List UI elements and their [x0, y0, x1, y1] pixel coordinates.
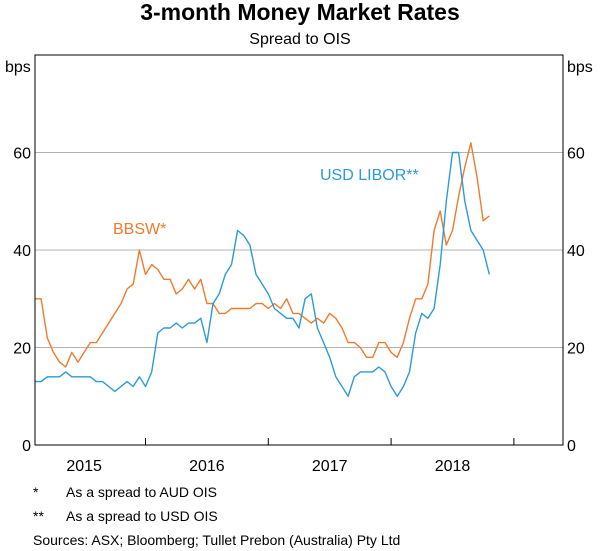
x-label-2016: 2016: [189, 458, 225, 475]
y-tick-left-60: 60: [13, 146, 31, 163]
chart-title: 3-month Money Market Rates: [140, 0, 460, 25]
bbsw-series-label: BBSW*: [113, 221, 166, 238]
x-axis-ticks: [145, 438, 515, 445]
y-tick-left-40: 40: [13, 243, 31, 260]
footnote-2-mark: **: [33, 508, 44, 524]
y-tick-right-0: 0: [567, 438, 576, 455]
series-line-bbsw: [35, 142, 490, 368]
right-axis-unit: bps: [567, 59, 593, 76]
series-line-usd-libor: [35, 151, 490, 397]
footnote-2-text: As a spread to USD OIS: [66, 508, 218, 524]
x-label-2015: 2015: [66, 458, 102, 475]
plot-frame: [34, 54, 564, 446]
gridlines: [35, 152, 563, 348]
y-axis-labels: 0 0 20 20 40 40 60 60: [13, 146, 585, 456]
series-lines: [35, 142, 490, 397]
y-tick-right-40: 40: [567, 243, 585, 260]
sources-note: Sources: ASX; Bloomberg; Tullet Prebon (…: [33, 532, 400, 548]
y-tick-left-0: 0: [22, 438, 31, 455]
x-label-2017: 2017: [312, 458, 348, 475]
left-axis-unit: bps: [5, 59, 31, 76]
chart-subtitle: Spread to OIS: [249, 31, 350, 48]
libor-series-label: USD LIBOR**: [320, 167, 419, 184]
footnote-1-mark: *: [33, 484, 39, 500]
y-tick-right-20: 20: [567, 341, 585, 358]
y-tick-right-60: 60: [567, 146, 585, 163]
x-axis-labels: 2015 2016 2017 2018: [66, 458, 470, 475]
y-tick-left-20: 20: [13, 341, 31, 358]
footnote-1-text: As a spread to AUD OIS: [66, 484, 217, 500]
x-label-2018: 2018: [435, 458, 471, 475]
